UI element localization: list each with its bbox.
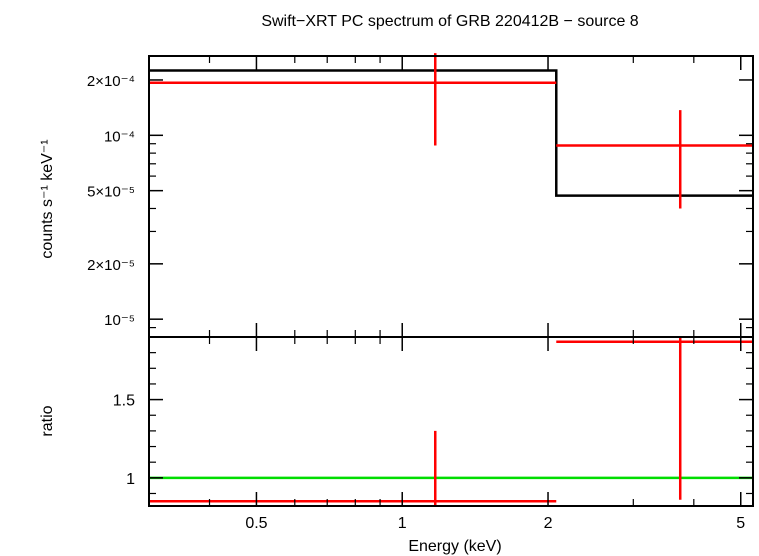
chart-title: Swift−XRT PC spectrum of GRB 220412B − s… xyxy=(261,13,638,30)
spectrum-panel: 10⁻⁵ 2×10⁻⁵ 5×10⁻⁵ 10⁻⁴ 2×10⁻⁴ counts s⁻¹ ke… xyxy=(39,53,754,338)
model-step-line xyxy=(149,69,753,197)
ratio-panel: 0.5 1 2 5 1 1.5 ratio xyxy=(39,336,754,532)
ratio-tick-label: 1 xyxy=(126,471,135,488)
ratio-tick-label: 1.5 xyxy=(113,393,135,410)
ratio-panel-frame xyxy=(148,336,754,507)
x-tick-label: 2 xyxy=(544,515,553,532)
y-axis-label-spectrum: counts s⁻¹ keV⁻¹ xyxy=(39,139,56,258)
x-tick-label: 1 xyxy=(398,515,407,532)
y-tick-label: 5×10⁻⁵ xyxy=(87,184,135,201)
x-axis-label: Energy (keV) xyxy=(408,538,501,555)
y-tick-label: 10⁻⁵ xyxy=(104,312,135,329)
y-tick-label: 2×10⁻⁴ xyxy=(87,73,135,90)
x-tick-label: 5 xyxy=(736,515,745,532)
x-tick-label: 0.5 xyxy=(245,515,267,532)
y-tick-label: 2×10⁻⁵ xyxy=(87,257,135,274)
y-tick-label: 10⁻⁴ xyxy=(104,128,135,145)
y-axis-label-ratio: ratio xyxy=(39,405,56,436)
